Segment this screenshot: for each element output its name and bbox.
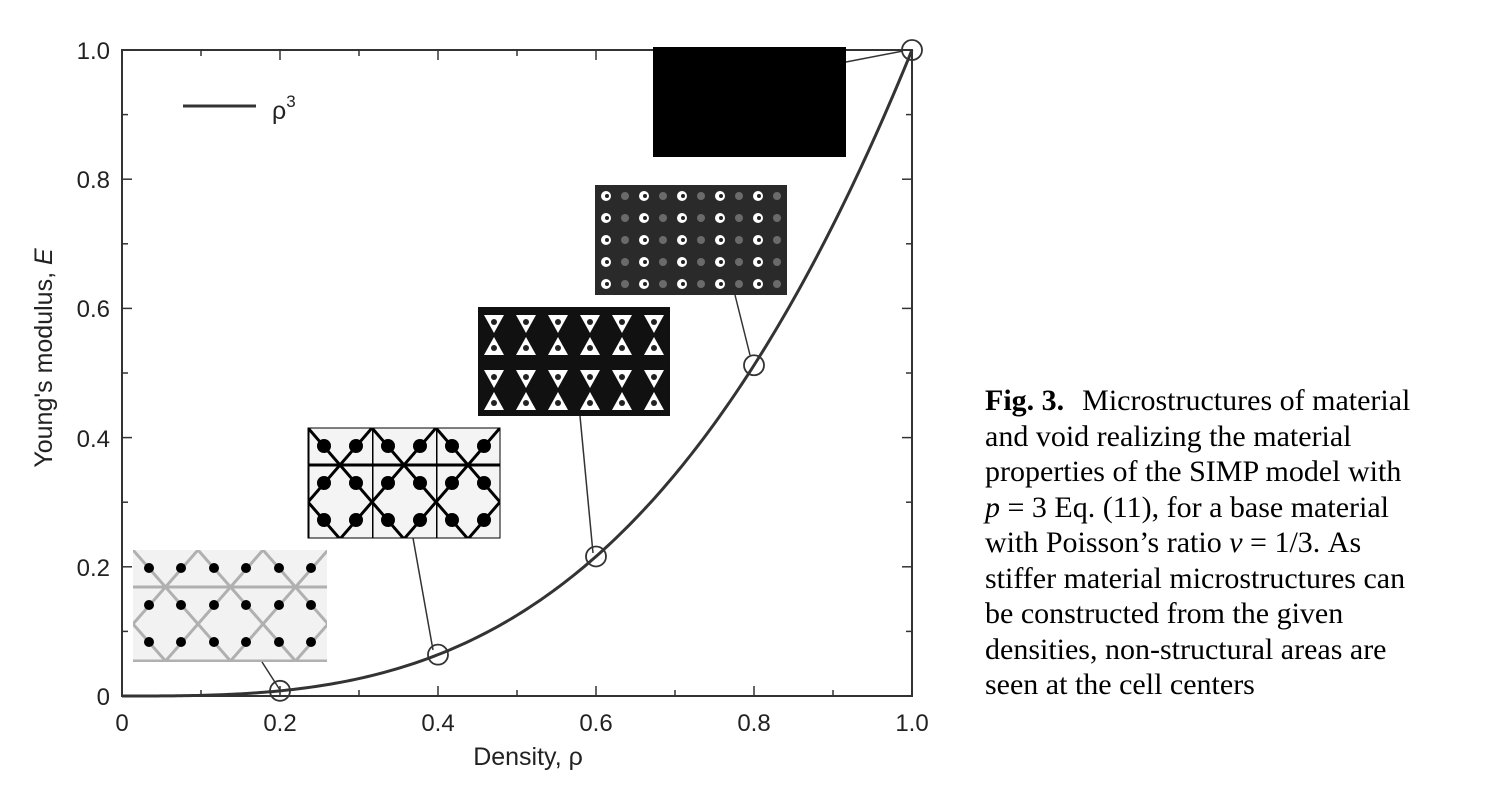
data-point-marker xyxy=(743,354,765,377)
x-tick-label: 1.0 xyxy=(895,710,928,737)
caption-line: stiffer material microstructures can xyxy=(985,561,1406,595)
legend-label-base: ρ xyxy=(272,97,286,125)
caption-text: Microstructures of material xyxy=(1082,384,1411,417)
y-axis-title-symbol: E xyxy=(30,248,58,265)
series-line-rho-cubed xyxy=(122,49,914,698)
x-tick-label: 0.8 xyxy=(737,710,770,737)
caption-line: densities, non-structural areas are xyxy=(985,632,1387,666)
inset-density-0.2 xyxy=(133,550,327,662)
x-tick-labels: 0 0.2 0.4 0.6 0.8 1.0 xyxy=(115,710,928,737)
y-tick-label: 0.4 xyxy=(77,426,110,453)
caption-line: and void realizing the material xyxy=(985,419,1352,453)
leader-line xyxy=(845,50,904,63)
leader-line xyxy=(261,661,281,691)
figure-caption: Fig. 3. Microstructures of material and v… xyxy=(985,383,1485,703)
inset-density-0.4 xyxy=(307,427,501,539)
y-tick-label: 0.6 xyxy=(77,296,110,323)
caption-line: p = 3 Eq. (11), for a base material xyxy=(985,490,1485,526)
caption-line: be constructed from the given xyxy=(985,597,1344,630)
y-tick-label: 0.8 xyxy=(77,167,110,194)
caption-line: Fig. 3. Microstructures of material xyxy=(985,383,1485,419)
leader-line xyxy=(412,537,434,651)
legend-label-exponent: 3 xyxy=(286,92,295,111)
chart: 0 0.2 0.4 0.6 0.8 1.0 0 0.2 0.4 0.6 0.8 … xyxy=(30,38,929,771)
caption-var-p: p xyxy=(985,490,1000,524)
caption-text: with Poisson’s ratio xyxy=(985,526,1230,559)
x-axis-title: Density, ρ xyxy=(473,743,583,771)
caption-text: = 1/3. As xyxy=(1242,526,1362,559)
legend-label: ρ3 xyxy=(272,92,296,125)
y-tick-label: 0.2 xyxy=(77,555,110,582)
x-tick-label: 0.2 xyxy=(263,710,296,737)
data-point-marker xyxy=(427,643,449,666)
inset-density-0.8 xyxy=(595,185,787,295)
inset-density-1.0 xyxy=(653,47,846,157)
caption-text: = 3 Eq. (11), for a base material xyxy=(1000,490,1390,524)
leader-lines xyxy=(261,50,904,691)
data-point-marker xyxy=(269,679,291,702)
data-point-marker xyxy=(585,545,607,568)
caption-var-nu: ν xyxy=(1229,526,1243,559)
y-tick-labels: 0 0.2 0.4 0.6 0.8 1.0 xyxy=(77,38,110,711)
x-tick-label: 0 xyxy=(115,710,128,737)
caption-figure-label: Fig. 3. xyxy=(985,384,1065,417)
y-axis-title: Young's modulus, E xyxy=(30,248,58,468)
y-tick-label: 0 xyxy=(97,684,110,711)
legend: ρ3 xyxy=(183,92,296,125)
x-tick-label: 0.6 xyxy=(579,710,612,737)
caption-line: properties of the SIMP model with xyxy=(985,455,1402,488)
x-tick-label: 0.4 xyxy=(421,710,454,737)
leader-line xyxy=(734,294,751,356)
leader-line xyxy=(579,415,594,554)
y-tick-label: 1.0 xyxy=(77,38,110,65)
data-point-marker xyxy=(901,39,923,61)
caption-line: with Poisson’s ratio ν = 1/3. As xyxy=(985,525,1485,561)
microstructure-insets xyxy=(133,47,846,662)
inset-density-0.6 xyxy=(478,307,670,416)
caption-line: seen at the cell centers xyxy=(985,668,1255,701)
curve-markers xyxy=(269,39,923,702)
y-axis-title-text: Young's modulus, xyxy=(30,265,58,468)
